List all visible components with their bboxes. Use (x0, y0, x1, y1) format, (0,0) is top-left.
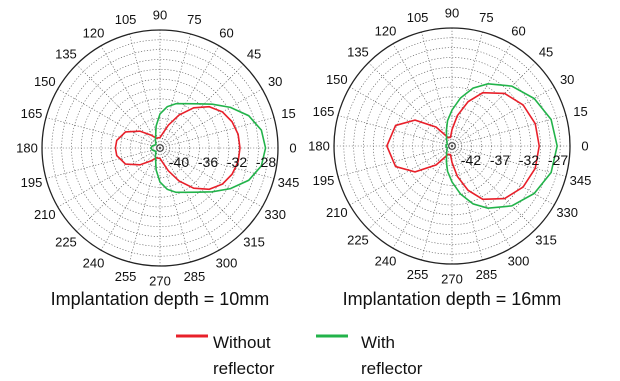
angle-tick-label: 105 (115, 12, 137, 27)
angle-tick-label: 45 (247, 46, 261, 61)
angle-tick-label: 225 (347, 233, 369, 248)
radial-tick-label: -32 (519, 152, 539, 168)
radial-tick-label: -32 (227, 154, 247, 170)
angle-tick-label: 150 (34, 74, 56, 89)
angle-tick-label: 240 (375, 254, 397, 269)
radial-tick-label: -36 (198, 154, 218, 170)
polar-grid (41, 29, 279, 267)
grid-ring (363, 57, 541, 235)
outer-ring (333, 27, 571, 265)
grid-ring (392, 86, 512, 206)
grid-ring (61, 49, 259, 247)
angle-tick-label: 270 (149, 274, 171, 289)
series-curve-with-reflector (149, 102, 267, 194)
angle-tick-label: 285 (184, 269, 206, 284)
angle-tick-label: 135 (55, 46, 77, 61)
legend: Without reflector With reflector (176, 333, 423, 378)
angle-tick-label: 120 (375, 23, 397, 38)
legend-label-with-line2: reflector (361, 359, 423, 378)
angle-tick-label: 105 (407, 10, 429, 25)
grid-spoke (57, 147, 161, 208)
angle-tick-label: 330 (556, 205, 578, 220)
legend-label-without-line2: reflector (213, 359, 275, 378)
angle-tick-label: 45 (539, 44, 553, 59)
series-curve-without-reflector (385, 91, 541, 201)
grid-spoke (159, 64, 244, 149)
grid-ring (432, 126, 472, 166)
grid-spoke (349, 86, 453, 147)
angle-tick-label: 315 (243, 235, 265, 250)
angle-tick-label: 135 (347, 44, 369, 59)
angle-tick-label: 60 (511, 23, 525, 38)
polar-plot-16mm: 0 15 30 45 60 75 90 105 120 135 150 165 180 195 210 225… (308, 6, 591, 287)
grid-spoke (159, 45, 220, 149)
grid-ring (130, 118, 190, 178)
angle-tick-label: 165 (313, 104, 335, 119)
angle-tick-label: 120 (83, 25, 105, 40)
angle-tick-label: 0 (581, 139, 588, 154)
radial-tick-label: -27 (548, 152, 568, 168)
outer-ring (41, 29, 279, 267)
angle-tick-label: 150 (326, 72, 348, 87)
angle-tick-label: 300 (508, 254, 530, 269)
grid-ring (382, 76, 522, 216)
angle-tick-label: 90 (153, 8, 167, 23)
angle-tick-label: 165 (21, 106, 43, 121)
angle-tick-label: 300 (216, 256, 238, 271)
center-marker (156, 144, 164, 152)
angle-tick-label: 0 (289, 141, 296, 156)
angle-tick-label: 345 (570, 173, 592, 188)
grid-spoke (368, 62, 453, 147)
radial-tick-label: -42 (461, 152, 481, 168)
grid-ring (422, 116, 482, 176)
angle-tick-label: 210 (326, 205, 348, 220)
caption-16mm: Implantation depth = 16mm (343, 289, 562, 309)
angle-tick-label: 180 (308, 139, 330, 154)
angle-tick-label: 30 (268, 74, 282, 89)
angle-tick-label: 90 (445, 6, 459, 21)
grid-ring (90, 78, 230, 218)
angle-tick-label: 15 (573, 104, 587, 119)
angle-tick-label: 240 (83, 256, 105, 271)
radial-tick-label: -28 (256, 154, 276, 170)
angle-tick-label: 345 (278, 175, 300, 190)
legend-label-without-line1: Without (213, 333, 271, 352)
grid-spoke (392, 43, 453, 147)
polar-grid (333, 27, 571, 265)
angle-tick-label: 330 (264, 207, 286, 222)
angle-tick-label: 195 (313, 173, 335, 188)
radial-tick-label: -40 (169, 154, 189, 170)
polar-plot-10mm: 0 15 30 45 60 75 90 105 120 135 150 165 180 195 210 225… (16, 8, 299, 289)
angle-tick-label: 315 (535, 233, 557, 248)
grid-spoke (451, 43, 512, 147)
grid-ring (353, 47, 551, 245)
grid-ring (71, 59, 249, 237)
radial-tick-label: -37 (490, 152, 510, 168)
angle-tick-label: 75 (187, 12, 201, 27)
legend-label-with-line1: With (361, 333, 395, 352)
angle-tick-label: 255 (115, 269, 137, 284)
angle-tick-label: 60 (219, 25, 233, 40)
series-curve-without-reflector (114, 105, 241, 191)
grid-spoke (57, 88, 161, 149)
angle-tick-label: 270 (441, 272, 463, 287)
angle-tick-label: 210 (34, 207, 56, 222)
grid-spoke (337, 145, 453, 177)
caption-10mm: Implantation depth = 10mm (51, 289, 270, 309)
grid-ring (140, 128, 180, 168)
angle-tick-label: 195 (21, 175, 43, 190)
center-marker (448, 142, 456, 150)
grid-spoke (337, 115, 453, 147)
angle-tick-label: 75 (479, 10, 493, 25)
angle-tick-label: 225 (55, 235, 77, 250)
angle-tick-label: 30 (560, 72, 574, 87)
angle-tick-label: 15 (281, 106, 295, 121)
angle-tick-label: 180 (16, 141, 38, 156)
series-curve-with-reflector (444, 82, 558, 210)
angle-tick-label: 285 (476, 267, 498, 282)
angle-tick-label: 255 (407, 267, 429, 282)
grid-spoke (100, 45, 161, 149)
grid-ring (100, 88, 220, 208)
